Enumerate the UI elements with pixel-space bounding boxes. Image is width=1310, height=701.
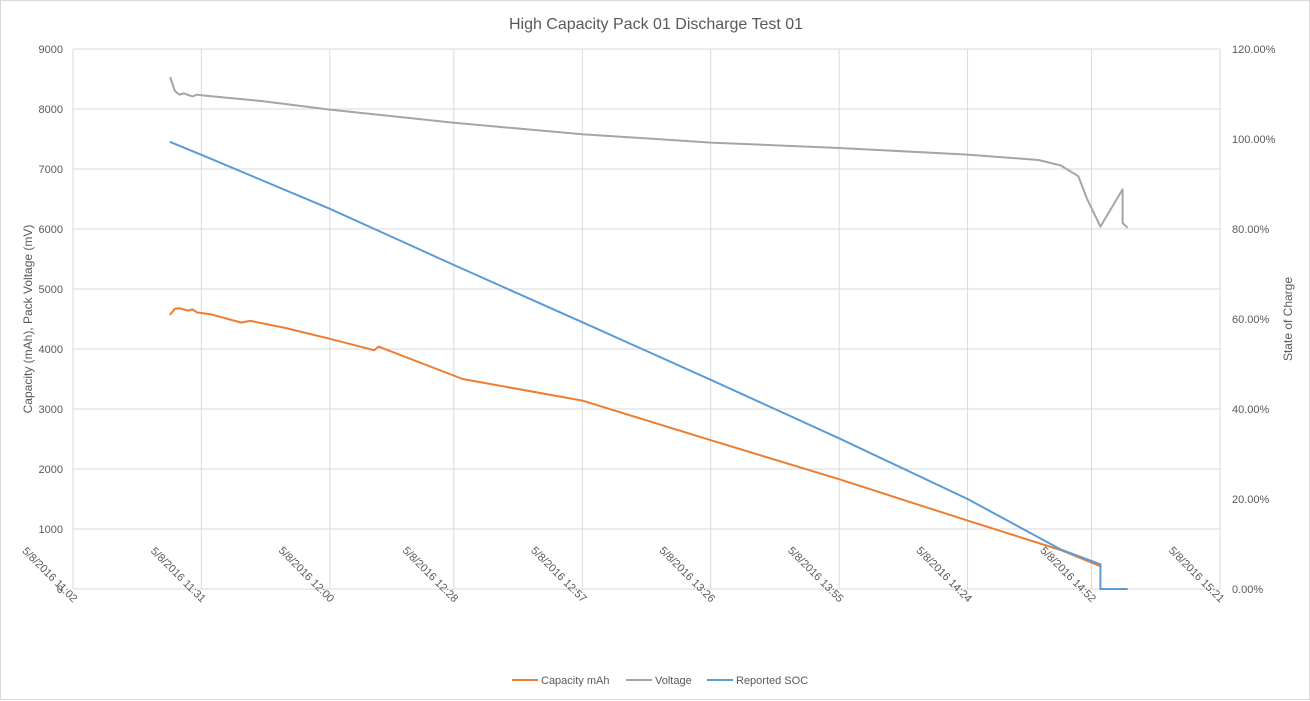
x-tick-label: 5/8/2016 11:02 [20, 545, 80, 605]
y2-tick-label: 80.00% [1232, 224, 1270, 236]
left-axis-title: Capacity (mAh), Pack Voltage (mV) [21, 225, 35, 414]
y-tick-label: 5000 [39, 284, 63, 296]
y-tick-label: 6000 [39, 224, 63, 236]
x-tick-label: 5/8/2016 13:55 [785, 545, 845, 605]
y-tick-label: 9000 [39, 44, 63, 56]
y-tick-label: 3000 [39, 404, 63, 416]
y2-tick-label: 60.00% [1232, 314, 1270, 326]
y-tick-label: 1000 [39, 524, 63, 536]
y2-tick-label: 20.00% [1232, 494, 1270, 506]
y2-tick-label: 40.00% [1232, 404, 1270, 416]
y-tick-label: 0 [57, 584, 63, 596]
x-tick-label: 5/8/2016 12:28 [400, 545, 460, 605]
chart-legend: Capacity mAh Voltage Reported SOC [512, 675, 808, 687]
series-layer [169, 76, 1128, 590]
series-line-capacity-mah [169, 307, 1102, 568]
right-axis-title: State of Charge [1281, 277, 1295, 361]
y-tick-label: 7000 [39, 164, 63, 176]
gridlines [72, 48, 1221, 590]
y2-tick-label: 120.00% [1232, 44, 1276, 56]
x-tick-label: 5/8/2016 11:31 [148, 545, 208, 605]
x-axis-ticks: 5/8/2016 11:02 5/8/2016 11:31 5/8/2016 12:… [20, 545, 1227, 605]
legend-label-voltage: Voltage [655, 675, 692, 687]
x-tick-label: 5/8/2016 13:26 [657, 545, 717, 605]
y-tick-label: 2000 [39, 464, 63, 476]
x-tick-label: 5/8/2016 12:00 [276, 545, 336, 605]
y2-tick-label: 100.00% [1232, 134, 1276, 146]
chart-title: High Capacity Pack 01 Discharge Test 01 [509, 16, 803, 33]
x-tick-label: 5/8/2016 14:24 [914, 545, 974, 605]
legend-label-reported-soc: Reported SOC [736, 675, 808, 687]
x-tick-label: 5/8/2016 15:21 [1166, 545, 1226, 605]
legend-label-capacity-mah: Capacity mAh [541, 675, 609, 687]
y-tick-label: 8000 [39, 104, 63, 116]
series-line-reported-soc [169, 141, 1128, 590]
x-tick-label: 5/8/2016 12:57 [528, 545, 588, 605]
y-tick-label: 4000 [39, 344, 63, 356]
y2-tick-label: 0.00% [1232, 584, 1263, 596]
left-axis-ticks: 0 1000 2000 3000 4000 5000 6000 7000 8000 9000 [39, 44, 63, 596]
series-line-voltage [169, 76, 1128, 229]
right-axis-ticks: 0.00% 20.00% 40.00% 60.00% 80.00% 100.00% 120.… [1232, 44, 1276, 596]
